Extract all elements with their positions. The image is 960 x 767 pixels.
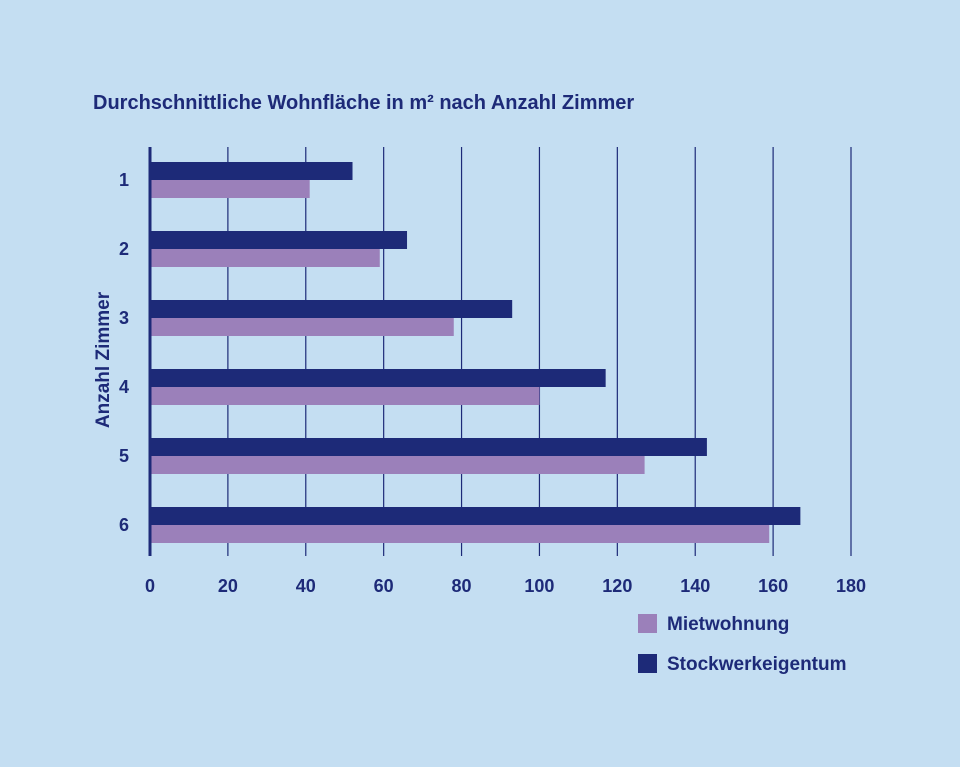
bars [150, 162, 801, 543]
y-tick-label: 1 [119, 170, 129, 190]
y-tick-label: 6 [119, 515, 129, 535]
legend-label: Stockwerkeigentum [667, 654, 847, 675]
chart-title: Durchschnittliche Wohnfläche in m² nach … [93, 92, 634, 114]
x-tick-label: 20 [218, 576, 238, 596]
bar-stockwerkeigentum-2 [150, 231, 408, 249]
x-tick-label: 140 [680, 576, 710, 596]
legend-label: Mietwohnung [667, 614, 789, 635]
bar-mietwohnung-6 [150, 525, 770, 543]
y-tick-label: 5 [119, 446, 129, 466]
tick-labels: 0 20 40 60 80 100 120 140 160 180 1 2 3 4 5 6 [119, 170, 866, 596]
x-tick-label: 0 [145, 576, 155, 596]
bar-mietwohnung-2 [150, 249, 380, 267]
y-tick-label: 3 [119, 308, 129, 328]
bar-stockwerkeigentum-4 [150, 369, 606, 387]
y-tick-label: 2 [119, 239, 129, 259]
bar-stockwerkeigentum-3 [150, 300, 513, 318]
x-tick-label: 160 [758, 576, 788, 596]
x-tick-label: 180 [836, 576, 866, 596]
x-tick-label: 80 [452, 576, 472, 596]
bar-mietwohnung-4 [150, 387, 540, 405]
legend-swatch [638, 654, 657, 673]
x-tick-label: 60 [374, 576, 394, 596]
legend-swatch [638, 614, 657, 633]
y-tick-label: 4 [119, 377, 129, 397]
x-tick-label: 120 [602, 576, 632, 596]
bar-stockwerkeigentum-1 [150, 162, 353, 180]
bar-mietwohnung-3 [150, 318, 454, 336]
bar-stockwerkeigentum-6 [150, 507, 801, 525]
bar-mietwohnung-1 [150, 180, 310, 198]
y-axis-label: Anzahl Zimmer [93, 291, 114, 428]
grid [227, 147, 852, 556]
x-tick-label: 40 [296, 576, 316, 596]
x-tick-label: 100 [524, 576, 554, 596]
bar-mietwohnung-5 [150, 456, 645, 474]
bar-stockwerkeigentum-5 [150, 438, 707, 456]
legend: Mietwohnung Stockwerkeigentum [638, 614, 847, 675]
